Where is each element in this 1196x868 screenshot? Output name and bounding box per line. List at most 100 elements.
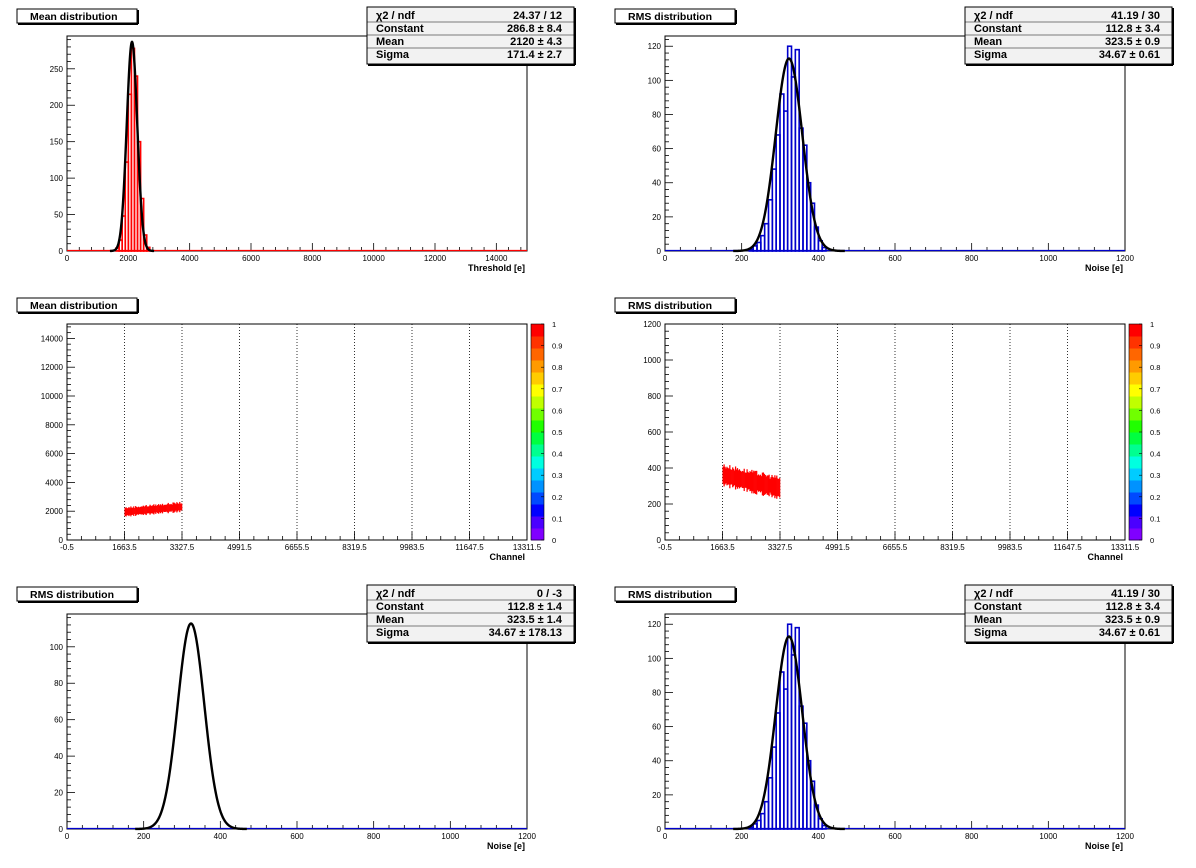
y-tick-label: 60: [54, 716, 63, 725]
heatmap-cell: [135, 506, 137, 516]
heatmap-cell: [130, 506, 132, 517]
stats-label: Constant: [376, 23, 424, 35]
plot-frame: [664, 35, 1126, 252]
heatmap-cell: [747, 471, 749, 490]
heatmap-cell: [140, 506, 143, 515]
x-tick-label: 9983.5: [400, 543, 425, 552]
chart-title: Mean distribution: [30, 300, 118, 312]
heatmap-cell: [150, 505, 152, 514]
palette-cell: [1129, 468, 1142, 481]
x-tick-label: 600: [888, 832, 902, 841]
plot-frame: [66, 613, 528, 830]
heatmap-cell: [758, 475, 761, 492]
heatmap-cell: [768, 474, 770, 497]
y-tick-label: 120: [648, 42, 662, 51]
palette-label: 0.8: [1150, 363, 1160, 372]
palette-label: 0: [1150, 536, 1154, 545]
chart-title: RMS distribution: [628, 300, 712, 312]
x-tick-label: 0: [663, 832, 668, 841]
y-tick-label: 8000: [45, 421, 63, 430]
x-tick-label: 800: [965, 254, 979, 263]
heatmap-cell: [774, 475, 776, 499]
heatmap-cell: [722, 466, 724, 484]
stats-label: Constant: [376, 601, 424, 613]
stats-label: χ2 / ndf: [376, 10, 415, 22]
heatmap-cell: [154, 505, 156, 513]
y-tick-label: 0: [59, 247, 64, 256]
heatmap-cell: [755, 470, 757, 495]
palette-label: 0.5: [1150, 428, 1160, 437]
x-tick-label: 12000: [424, 254, 447, 263]
x-tick-label: 6655.5: [883, 543, 908, 552]
pad-rms-distribution-noise: RMS distribution 0 200 400 600 800 1000 1200 0 20…: [598, 0, 1196, 289]
chart-svg: Mean distribution -0.5 1663.5 3327.5 4991.5 6…: [16, 297, 562, 562]
heatmap-cell: [162, 505, 165, 512]
heatmap-cell: [134, 508, 136, 515]
heatmap-cell: [164, 504, 167, 512]
palette-cell: [531, 528, 544, 541]
heatmap-cell: [744, 472, 746, 488]
palette-cell: [531, 408, 544, 421]
stats-value: 323.5 ± 1.4: [507, 614, 563, 626]
x-tick-label: 8319.5: [940, 543, 965, 552]
palette-label: 1: [1150, 320, 1154, 329]
x-tick-label: 800: [367, 832, 381, 841]
stats-value: 323.5 ± 0.9: [1105, 36, 1160, 48]
x-tick-label: 200: [137, 832, 151, 841]
heatmap-cell: [131, 507, 133, 516]
heatmap-cell: [136, 507, 139, 515]
x-tick-label: 600: [290, 832, 304, 841]
palette-cell: [531, 372, 544, 385]
stats-value: 34.67 ± 0.61: [1099, 627, 1160, 639]
heatmap-cell: [172, 502, 174, 513]
y-tick-label: 60: [652, 723, 661, 732]
y-tick-label: 800: [648, 392, 662, 401]
heatmap-cell: [136, 506, 138, 515]
chart-svg: RMS distribution 0 200 400 600 800 1000 1200 0 20…: [614, 6, 1174, 273]
pad-mean-distribution-channel: Mean distribution -0.5 1663.5 3327.5 4991.5 6…: [0, 289, 598, 578]
heatmap-cell: [761, 472, 764, 496]
palette-cell: [1129, 372, 1142, 385]
heatmap-cell: [767, 475, 769, 495]
stats-label: Sigma: [974, 49, 1008, 61]
heatmap-cell: [727, 467, 729, 485]
palette-label: 0.5: [552, 428, 562, 437]
stats-value: 112.8 ± 3.4: [1106, 601, 1161, 613]
heatmap-cell: [167, 502, 169, 514]
heatmap-cell: [733, 468, 735, 487]
heatmap-cell: [174, 503, 176, 512]
x-axis-label: Noise [e]: [1085, 263, 1123, 273]
pad-rms-distribution-noise-2: RMS distribution 0 200 400 600 800 1000 1200 0 20…: [598, 578, 1196, 867]
palette-label: 0.7: [1150, 385, 1160, 394]
palette-label: 0.1: [1150, 514, 1160, 523]
x-tick-label: -0.5: [60, 543, 74, 552]
palette-cell: [531, 492, 544, 505]
heatmap-cell: [745, 472, 747, 488]
heatmap-cell: [152, 505, 154, 514]
y-tick-label: 20: [54, 789, 63, 798]
x-tick-label: 400: [214, 832, 228, 841]
y-tick-label: 1200: [643, 320, 661, 329]
heatmap-cell: [124, 507, 126, 516]
heatmap-cell: [161, 503, 164, 514]
palette-cell: [531, 360, 544, 373]
palette-cell: [531, 336, 544, 349]
heatmap-cell: [734, 466, 737, 490]
x-axis-label: Threshold [e]: [468, 263, 525, 273]
x-tick-label: 11647.5: [455, 543, 484, 552]
heatmap-cell: [770, 477, 772, 495]
heatmap-cell: [157, 504, 159, 514]
y-tick-label: 100: [50, 174, 64, 183]
x-tick-label: 10000: [363, 254, 386, 263]
heatmap-cell: [138, 507, 141, 514]
x-tick-label: 2000: [119, 254, 137, 263]
heatmap-cell: [139, 506, 142, 515]
heatmap-cell: [146, 506, 148, 514]
y-tick-label: 1000: [643, 356, 661, 365]
heatmap-cell: [159, 505, 161, 513]
stats-value: 41.19 / 30: [1111, 10, 1160, 22]
heatmap-cell: [149, 504, 151, 515]
heatmap-cell: [126, 508, 128, 516]
histogram-bar: [821, 246, 827, 252]
